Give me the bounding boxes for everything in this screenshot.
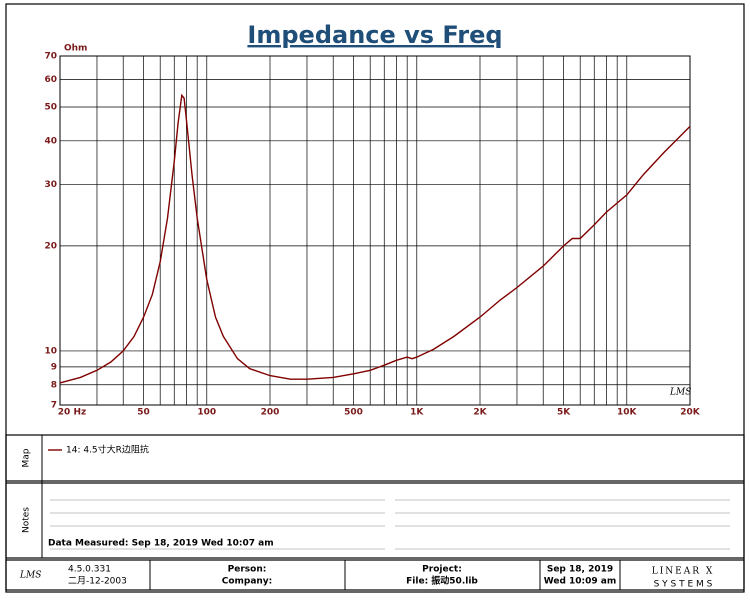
measured-date: Data Measured: Sep 18, 2019 Wed 10:07 am xyxy=(48,539,274,549)
x-tick-label: 50 xyxy=(137,408,150,418)
notes-label: Notes xyxy=(22,507,32,533)
version: 4.5.0.331 xyxy=(68,565,111,575)
footer-dividers xyxy=(149,560,621,590)
x-tick-label: 20 Hz xyxy=(58,408,86,418)
y-tick-label: 7 xyxy=(51,401,57,411)
notes-lines xyxy=(50,499,730,550)
project: Project: xyxy=(422,565,462,575)
y-tick-label: 10 xyxy=(44,346,57,356)
plot-area xyxy=(59,55,691,406)
footer-logo: LMS xyxy=(19,571,41,581)
y-tick-label: 50 xyxy=(44,102,57,112)
footer xyxy=(5,559,745,591)
watermark: LMS xyxy=(669,388,691,398)
x-tick-label: 5K xyxy=(557,408,571,418)
file: File: 振动50.lib xyxy=(406,575,478,587)
x-tick-label: 2K xyxy=(473,408,487,418)
x-tick-label: 1K xyxy=(410,408,424,418)
y-tick-label: 20 xyxy=(44,241,57,251)
company: Company: xyxy=(222,577,273,587)
y-tick-label: 9 xyxy=(51,362,57,372)
legend-entry: 14: 4.5寸大R边阻抗 xyxy=(66,444,149,456)
y-tick-label: 40 xyxy=(44,136,57,146)
version-date: 二月-12-2003 xyxy=(68,576,127,587)
y-tick-label: 70 xyxy=(44,52,57,62)
notes-panel xyxy=(5,482,745,559)
chart-title: Impedance vs Freq xyxy=(247,21,502,49)
map-label: Map xyxy=(22,448,32,467)
y-tick-label: 30 xyxy=(44,180,57,190)
time: Wed 10:09 am xyxy=(544,577,617,587)
brand-sub: S Y S T E M S xyxy=(654,580,713,590)
y-tick-label: 60 xyxy=(44,75,57,85)
x-tick-label: 200 xyxy=(261,408,280,418)
x-tick-label: 500 xyxy=(344,408,363,418)
y-axis-label: Ohm xyxy=(64,44,87,54)
date: Sep 18, 2019 xyxy=(547,565,613,575)
person: Person: xyxy=(228,565,267,575)
map-panel xyxy=(5,434,745,482)
x-tick-label: 20K xyxy=(680,408,701,418)
y-tick-label: 8 xyxy=(51,380,57,390)
x-tick-label: 100 xyxy=(197,408,216,418)
x-tick-label: 10K xyxy=(617,408,638,418)
impedance-curve xyxy=(59,93,691,384)
frame xyxy=(5,3,745,593)
brand: LINEAR X xyxy=(652,567,715,577)
